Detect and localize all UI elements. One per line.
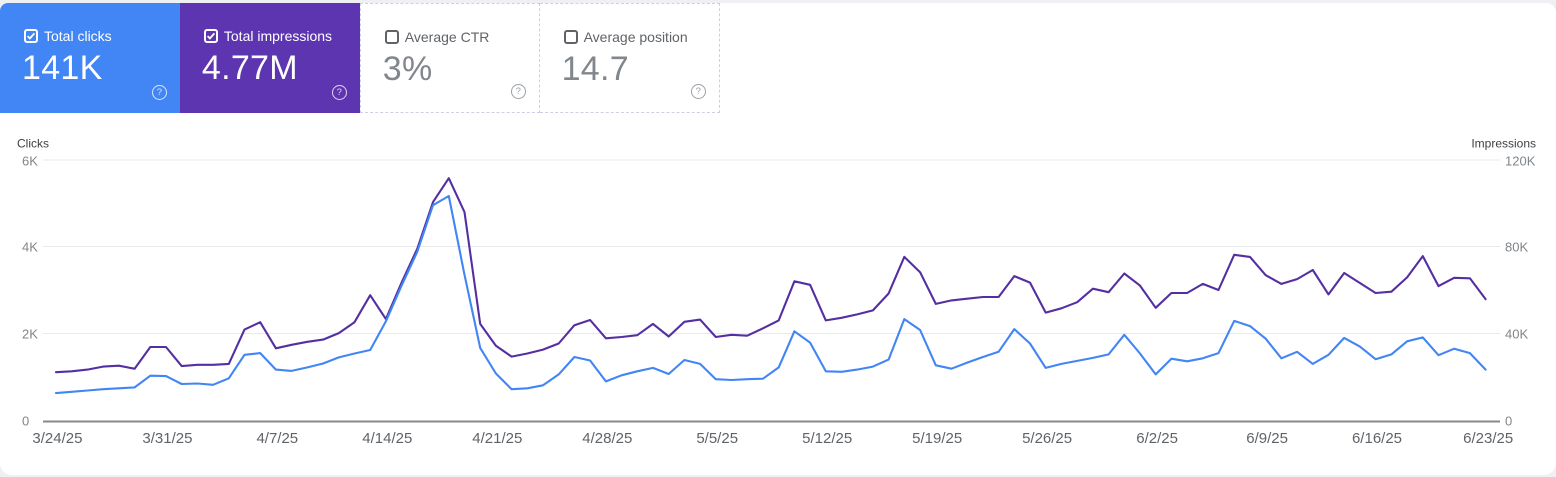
svg-text:6/23/25: 6/23/25 bbox=[1463, 430, 1513, 447]
svg-text:5/5/25: 5/5/25 bbox=[696, 430, 738, 447]
svg-text:5/26/25: 5/26/25 bbox=[1022, 430, 1072, 447]
svg-text:4/28/25: 4/28/25 bbox=[582, 430, 632, 447]
svg-text:3/24/25: 3/24/25 bbox=[32, 430, 82, 447]
svg-text:Clicks: Clicks bbox=[17, 137, 49, 151]
svg-text:6/9/25: 6/9/25 bbox=[1246, 430, 1288, 447]
svg-text:4K: 4K bbox=[22, 240, 38, 255]
svg-text:0: 0 bbox=[22, 414, 29, 429]
svg-text:2K: 2K bbox=[22, 327, 38, 342]
svg-text:3/31/25: 3/31/25 bbox=[142, 430, 192, 447]
svg-text:Impressions: Impressions bbox=[1471, 137, 1536, 151]
svg-text:120K: 120K bbox=[1505, 154, 1536, 169]
svg-text:5/12/25: 5/12/25 bbox=[802, 430, 852, 447]
svg-text:4/7/25: 4/7/25 bbox=[256, 430, 298, 447]
svg-text:40K: 40K bbox=[1505, 327, 1528, 342]
svg-text:6/2/25: 6/2/25 bbox=[1136, 430, 1178, 447]
svg-text:0: 0 bbox=[1505, 414, 1512, 429]
svg-text:6/16/25: 6/16/25 bbox=[1352, 430, 1402, 447]
svg-text:4/14/25: 4/14/25 bbox=[362, 430, 412, 447]
svg-text:4/21/25: 4/21/25 bbox=[472, 430, 522, 447]
svg-text:6K: 6K bbox=[22, 154, 38, 169]
svg-text:80K: 80K bbox=[1505, 240, 1528, 255]
svg-text:5/19/25: 5/19/25 bbox=[912, 430, 962, 447]
